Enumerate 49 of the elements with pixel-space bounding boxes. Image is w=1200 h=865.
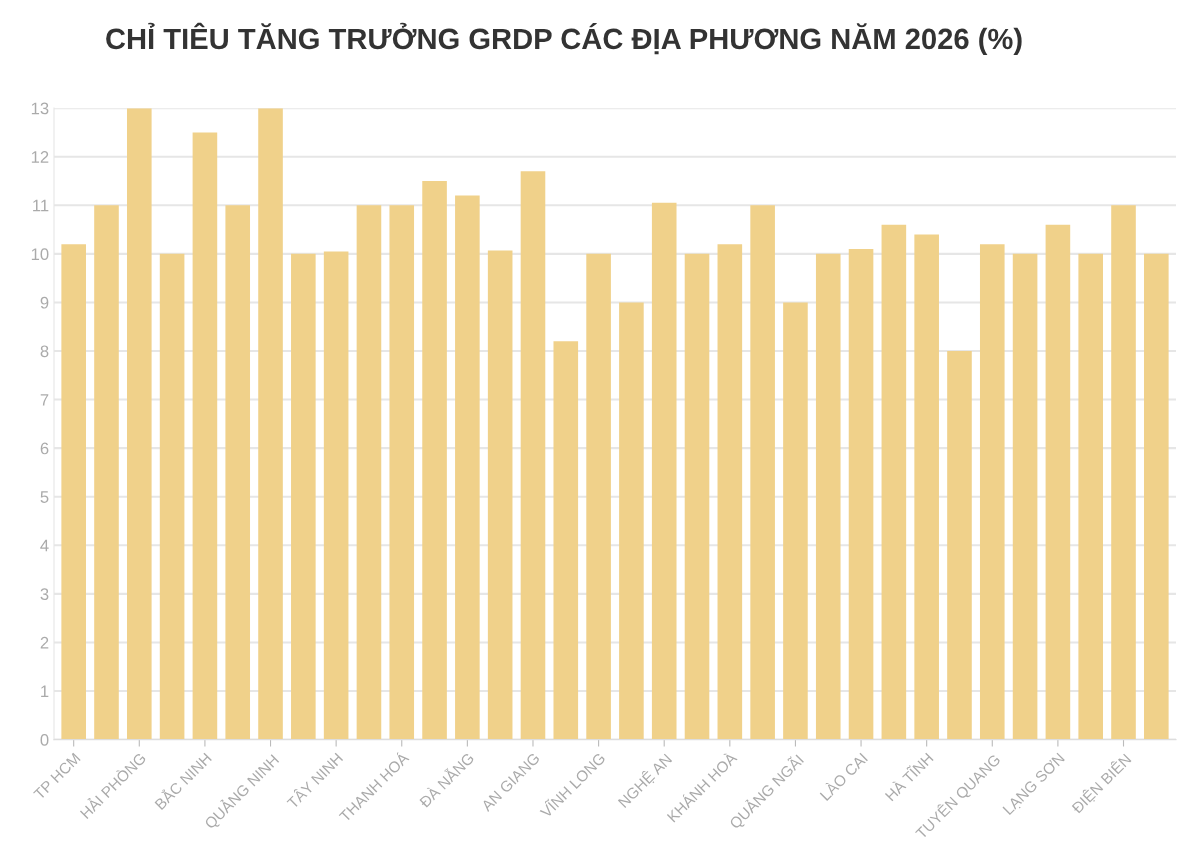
bar [192, 132, 218, 740]
bar [586, 253, 611, 740]
y-tick-label: 9 [40, 296, 49, 309]
y-tick-label: 7 [40, 394, 49, 406]
bar [1078, 253, 1103, 740]
y-tick-label: 4 [40, 539, 49, 552]
bar [455, 195, 480, 740]
bar [684, 253, 710, 740]
bar [947, 350, 972, 740]
bar [422, 180, 447, 740]
bar [487, 250, 513, 740]
y-tick-label: 13 [31, 102, 49, 115]
y-tick-label: 5 [40, 491, 49, 503]
bar [815, 253, 841, 740]
y-tick-label: 11 [33, 199, 49, 212]
bar [783, 302, 808, 740]
bar [291, 253, 316, 740]
bar [1111, 205, 1136, 740]
bar [651, 202, 677, 740]
y-tick-label: 12 [31, 151, 49, 163]
bar [520, 171, 546, 740]
y-tick-label: 3 [40, 588, 49, 601]
bar [323, 251, 349, 740]
bar [356, 205, 382, 740]
y-tick-label: 2 [40, 636, 49, 649]
y-tick-label: 10 [31, 248, 49, 261]
bar [127, 108, 152, 740]
bar [61, 244, 86, 740]
bar [159, 253, 185, 740]
bar [750, 205, 775, 740]
bar [389, 205, 415, 740]
bar [848, 248, 874, 740]
y-tick-label: 8 [40, 345, 49, 358]
y-tick-label: 1 [41, 685, 49, 698]
bar [1144, 253, 1169, 740]
bar [717, 244, 743, 740]
bar [1045, 224, 1071, 740]
bar [881, 224, 907, 740]
bar [979, 244, 1005, 740]
bar [1012, 253, 1038, 740]
bar [258, 108, 283, 740]
bar [914, 234, 939, 740]
y-tick-label: 6 [40, 442, 49, 455]
y-tick-label: 0 [40, 733, 49, 746]
bar [619, 302, 644, 740]
bar [553, 341, 579, 740]
bar [225, 205, 251, 740]
chart-title: CHỈ TIÊU TĂNG TRƯỞNG GRDP CÁC ĐỊA PHƯƠNG NĂM 2026 (%) [106, 22, 1022, 56]
bar [94, 205, 119, 740]
